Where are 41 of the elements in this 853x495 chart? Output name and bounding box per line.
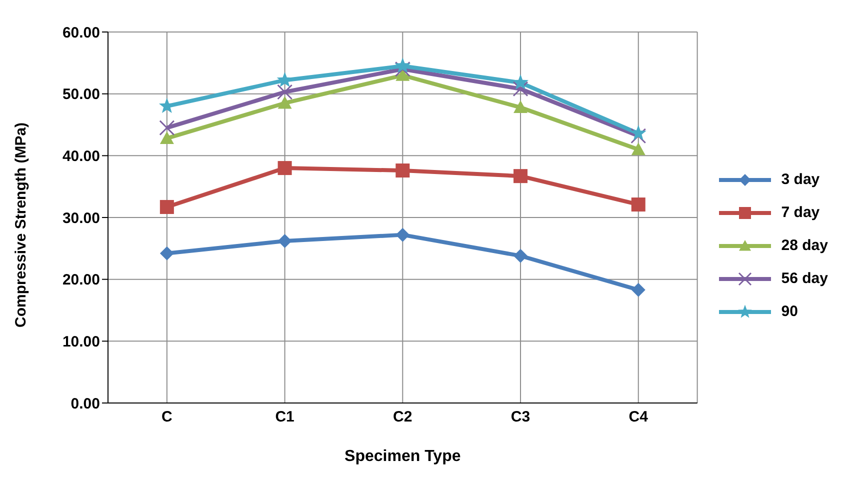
point — [160, 246, 174, 260]
legend-label: 28 day — [781, 237, 828, 254]
x-tick-label: C4 — [628, 408, 649, 426]
point — [278, 161, 292, 176]
point — [278, 96, 292, 109]
point — [394, 61, 410, 77]
point — [514, 169, 528, 184]
point — [394, 58, 411, 73]
y-tick-label: 10.00 — [62, 333, 100, 350]
point — [630, 128, 646, 144]
x-tick-label: C3 — [510, 408, 530, 426]
y-tick-label: 20.00 — [62, 272, 100, 289]
point — [631, 142, 646, 156]
legend-label: 56 day — [781, 270, 828, 287]
point — [631, 198, 646, 212]
point — [278, 234, 292, 248]
y-tick-label: 30.00 — [62, 210, 100, 227]
y-tick-label: 50.00 — [62, 86, 100, 104]
y-tick-label: 0.00 — [70, 395, 100, 412]
x-tick-label: C — [162, 408, 173, 426]
point — [159, 120, 175, 136]
point — [514, 248, 528, 263]
x-tick-label: C2 — [393, 408, 412, 426]
point — [396, 228, 410, 242]
point — [631, 282, 646, 297]
point — [514, 100, 528, 114]
x-axis-title: Specimen Type — [344, 448, 461, 465]
point — [277, 84, 293, 100]
x-tick-label: C1 — [275, 408, 294, 426]
point — [512, 81, 528, 97]
legend-label: 7 day — [781, 204, 820, 221]
y-tick-label: 60.00 — [62, 24, 100, 42]
legend-label: 3 day — [781, 171, 820, 188]
point — [160, 200, 174, 214]
point — [630, 125, 646, 140]
point — [396, 164, 410, 178]
point — [396, 68, 410, 81]
legend-label: 90 — [781, 303, 798, 320]
y-tick-label: 40.00 — [62, 148, 100, 165]
point — [160, 131, 174, 144]
y-axis-title: Compressive Strength (MPa) — [12, 122, 30, 328]
